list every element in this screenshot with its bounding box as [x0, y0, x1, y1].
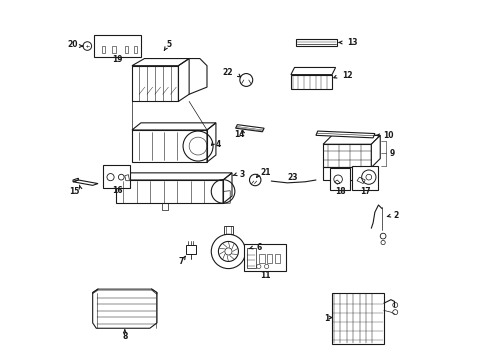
- Text: 4: 4: [216, 140, 221, 149]
- Text: 9: 9: [388, 149, 394, 158]
- Polygon shape: [323, 144, 370, 167]
- Bar: [266, 254, 272, 263]
- Text: 3: 3: [240, 170, 244, 179]
- Bar: [103, 165, 130, 188]
- Polygon shape: [370, 135, 380, 167]
- Text: 1: 1: [323, 314, 328, 323]
- Polygon shape: [290, 75, 331, 89]
- Text: 5: 5: [166, 40, 172, 49]
- Polygon shape: [296, 39, 337, 46]
- Text: 6: 6: [256, 243, 261, 252]
- Text: 8: 8: [122, 332, 127, 341]
- Text: 18: 18: [334, 187, 345, 196]
- Text: 2: 2: [393, 211, 398, 220]
- Polygon shape: [235, 125, 264, 132]
- Text: 16: 16: [111, 185, 122, 194]
- Bar: [224, 226, 232, 234]
- Bar: [331, 293, 383, 344]
- Bar: [246, 248, 255, 267]
- Text: 15: 15: [69, 187, 80, 196]
- Text: 19: 19: [112, 55, 122, 64]
- Text: 20: 20: [67, 40, 78, 49]
- Text: 10: 10: [382, 131, 393, 140]
- Text: 13: 13: [346, 38, 357, 47]
- Text: 11: 11: [260, 270, 270, 279]
- Bar: [244, 244, 285, 271]
- Polygon shape: [290, 67, 335, 75]
- Text: 7: 7: [178, 257, 183, 266]
- Bar: [274, 254, 280, 263]
- Polygon shape: [73, 180, 98, 185]
- Text: 17: 17: [359, 187, 370, 196]
- Polygon shape: [315, 131, 374, 138]
- Bar: [94, 35, 141, 57]
- Text: 22: 22: [222, 68, 233, 77]
- Text: 21: 21: [260, 168, 270, 177]
- Bar: [329, 168, 349, 190]
- Polygon shape: [323, 135, 380, 144]
- Bar: [258, 254, 264, 263]
- Text: 12: 12: [341, 71, 352, 80]
- Text: 23: 23: [287, 173, 297, 182]
- Bar: [351, 166, 378, 190]
- Bar: [185, 245, 196, 254]
- Text: 14: 14: [234, 130, 244, 139]
